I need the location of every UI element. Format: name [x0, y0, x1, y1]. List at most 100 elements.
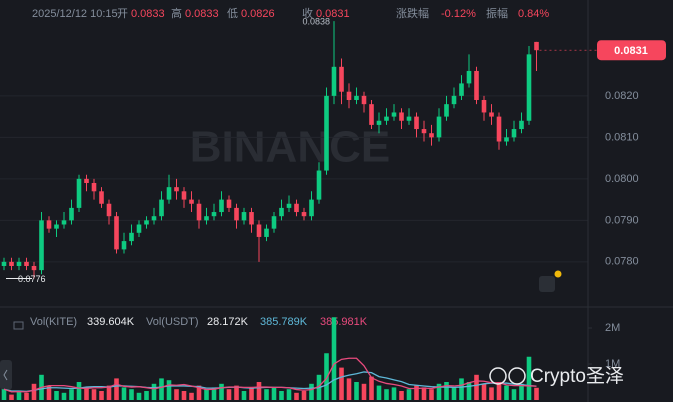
candle-body — [421, 129, 427, 134]
candle-body — [31, 265, 37, 271]
candle-body — [279, 207, 284, 217]
candle-body — [69, 207, 74, 221]
credit-icon — [508, 367, 526, 385]
candle-body — [286, 203, 292, 208]
candle-body — [519, 120, 524, 130]
watermark: BINANCE — [190, 123, 390, 172]
note-icon[interactable] — [539, 276, 555, 292]
volume-ma-label: 385.789K — [260, 316, 308, 328]
header-value: 0.0831 — [316, 8, 350, 20]
candle-body — [84, 178, 89, 183]
candle-body — [211, 212, 217, 217]
candle-body — [61, 220, 67, 225]
last-price-box — [597, 40, 666, 61]
candle-body — [474, 70, 479, 101]
header-label: 高 — [171, 6, 182, 20]
candle-body — [256, 224, 262, 237]
volume-header-label: Vol(USDT) — [146, 316, 199, 328]
candle-body — [46, 220, 52, 229]
candle-body — [241, 212, 247, 221]
candle-body — [369, 104, 374, 125]
header-value: 0.84% — [518, 8, 549, 20]
y-tick-label: 0.0810 — [605, 131, 639, 143]
y-tick-label: 0.0800 — [605, 173, 639, 185]
candle-body — [9, 261, 14, 266]
credit: Crypto圣泽 — [489, 366, 624, 387]
candle-body — [106, 203, 112, 217]
header-label: 收 — [302, 6, 313, 20]
volume-header-label: Vol(KITE) — [30, 316, 77, 328]
candle-body — [339, 66, 344, 92]
min-label: 0.0776 — [18, 274, 46, 284]
candle-body — [504, 137, 509, 142]
volume-tick-label: 1M — [605, 358, 620, 370]
last-price-label: 0.0831 — [614, 45, 648, 57]
candle-body — [391, 112, 397, 117]
candle-body — [181, 191, 187, 200]
header-value: 0.0833 — [185, 8, 219, 20]
eye-icon[interactable] — [13, 321, 24, 330]
candle-body — [144, 220, 149, 225]
candle-body — [16, 261, 22, 266]
candle-body — [324, 95, 329, 171]
credit-icon — [489, 367, 507, 385]
candle-body — [54, 224, 59, 229]
candle-body — [346, 91, 352, 101]
candle-body — [459, 83, 464, 96]
header-value: 0.0826 — [241, 8, 275, 20]
header-value: -0.12% — [441, 8, 476, 20]
candle-body — [204, 216, 209, 221]
candle-body — [249, 212, 254, 225]
volume-ma-line — [3, 357, 537, 393]
candle-body — [196, 203, 202, 221]
volume-header-value: 339.604K — [87, 316, 135, 328]
candle-body — [129, 232, 134, 242]
candle-body — [174, 187, 179, 192]
candle-body — [271, 216, 277, 229]
candle-body — [489, 112, 494, 117]
candle-body — [24, 261, 29, 266]
arrow-icon — [3, 369, 8, 381]
candle-body — [399, 112, 404, 121]
candle-body — [114, 216, 119, 250]
volume-header-value: 28.172K — [207, 316, 249, 328]
candle-body — [444, 104, 449, 117]
candle-body — [354, 95, 359, 101]
time: 2025/12/12 10:15 — [32, 8, 118, 20]
candle-body — [384, 116, 389, 121]
scroll-left-button[interactable] — [0, 360, 12, 390]
candle-body — [451, 95, 457, 105]
volume-ma-label: 385.981K — [320, 316, 368, 328]
candle-body — [99, 191, 104, 204]
volume-tick-label: 2M — [605, 322, 620, 334]
header-label: 振幅 — [486, 6, 508, 20]
candle-body — [121, 241, 127, 250]
candle-body — [511, 129, 517, 138]
candle-body — [309, 199, 314, 217]
candle-body — [496, 116, 502, 142]
candle-body — [429, 133, 434, 138]
candle-body — [301, 212, 307, 217]
candle-body — [136, 224, 142, 233]
candle-body — [436, 116, 442, 138]
candle-body — [91, 183, 97, 192]
candle-body — [526, 54, 532, 121]
y-tick-label: 0.0780 — [605, 256, 639, 268]
candle-body — [219, 199, 224, 213]
header-label: 开 — [117, 8, 128, 20]
candle-body — [406, 116, 412, 121]
max-label: 0.0838 — [302, 17, 330, 27]
note-badge — [554, 270, 562, 278]
candle-body — [466, 70, 472, 84]
candle-body — [1, 261, 7, 266]
candle-body — [534, 41, 539, 51]
candle-body — [151, 216, 157, 221]
candle-body — [264, 228, 269, 237]
credit-text: Crypto圣泽 — [530, 366, 624, 387]
candle-body — [376, 120, 382, 125]
y-tick-label: 0.0790 — [605, 214, 639, 226]
candle-body — [414, 116, 419, 130]
candle-body — [39, 220, 44, 271]
